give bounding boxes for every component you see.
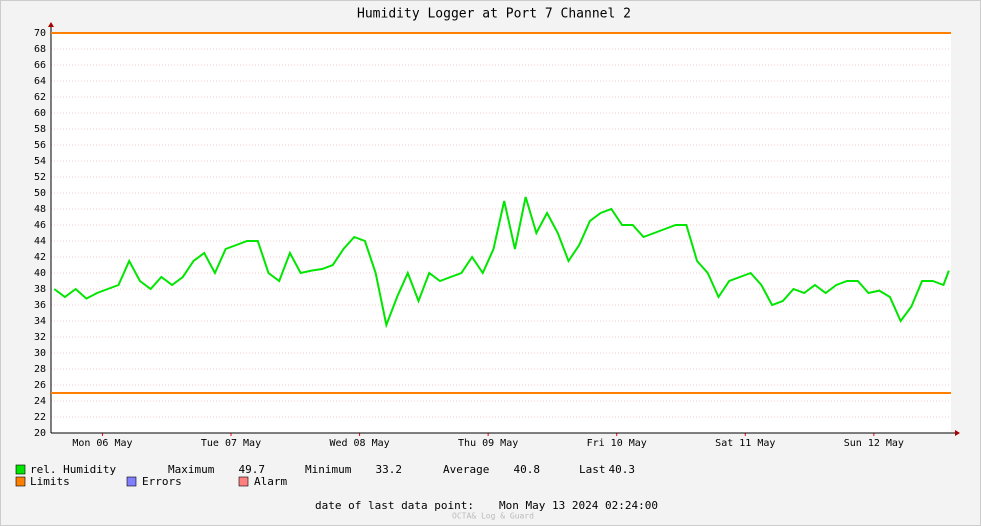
y-tick-label: 36 — [34, 300, 46, 311]
y-tick-label: 50 — [34, 188, 46, 199]
stat-value: 49.7 — [239, 463, 266, 476]
y-tick-label: 32 — [34, 332, 46, 343]
y-tick-label: 38 — [34, 284, 46, 295]
legend-label: rel. Humidity — [30, 463, 116, 476]
y-tick-label: 52 — [34, 172, 46, 183]
stat-label: Average — [443, 463, 489, 476]
x-tick-label: Thu 09 May — [458, 438, 518, 449]
x-tick-label: Tue 07 May — [201, 438, 261, 449]
y-arrow — [48, 22, 54, 27]
stat-label: Last — [579, 463, 606, 476]
line — [53, 196, 950, 329]
stat-value: 40.3 — [609, 463, 636, 476]
y-tick-label: 46 — [34, 220, 46, 231]
stat-value: 33.2 — [376, 463, 403, 476]
plot-area — [51, 33, 951, 433]
y-tick-label: 62 — [34, 92, 46, 103]
footer-label: date of last data point: — [315, 499, 474, 512]
chart-title: Humidity Logger at Port 7 Channel 2 — [357, 7, 631, 22]
x-tick-label: Mon 06 May — [72, 438, 132, 449]
legend-swatch — [15, 464, 26, 475]
y-tick-label: 48 — [34, 204, 46, 215]
y-tick-label: 44 — [34, 236, 46, 247]
y-tick-label: 64 — [34, 76, 46, 87]
y-tick-label: 58 — [34, 124, 46, 135]
y-tick-label: 26 — [34, 380, 46, 391]
y-tick-label: 66 — [34, 60, 46, 71]
y-tick-label: 30 — [34, 348, 46, 359]
y-tick-label: 42 — [34, 252, 46, 263]
x-tick-label: Fri 10 May — [587, 438, 647, 449]
y-tick-label: 56 — [34, 140, 46, 151]
legend-swatch — [126, 476, 137, 487]
x-tick-label: Wed 08 May — [329, 438, 389, 449]
y-tick-label: 68 — [34, 44, 46, 55]
y-tick-label: 40 — [34, 268, 46, 279]
x-tick-label: Sat 11 May — [715, 438, 775, 449]
y-tick-label: 60 — [34, 108, 46, 119]
y-tick-label: 24 — [34, 396, 46, 407]
footer-date: Mon May 13 2024 02:24:00 — [499, 499, 658, 512]
x-tick-label: Sun 12 May — [844, 438, 904, 449]
legend-label: Limits — [30, 475, 70, 488]
watermark: OCTA& Log & Guard — [452, 512, 534, 521]
stat-label: Maximum — [168, 463, 215, 476]
legend-swatch — [15, 476, 26, 487]
x-arrow — [955, 430, 960, 436]
stat-value: 40.8 — [514, 463, 541, 476]
legend-label: Alarm — [254, 475, 287, 488]
y-tick-label: 70 — [34, 28, 46, 39]
legend-label: Errors — [142, 475, 182, 488]
stat-label: Minimum — [305, 463, 352, 476]
legend-swatch — [238, 476, 249, 487]
y-tick-label: 22 — [34, 412, 46, 423]
y-tick-label: 20 — [34, 428, 46, 439]
y-tick-label: 28 — [34, 364, 46, 375]
y-tick-label: 54 — [34, 156, 46, 167]
y-tick-label: 34 — [34, 316, 46, 327]
